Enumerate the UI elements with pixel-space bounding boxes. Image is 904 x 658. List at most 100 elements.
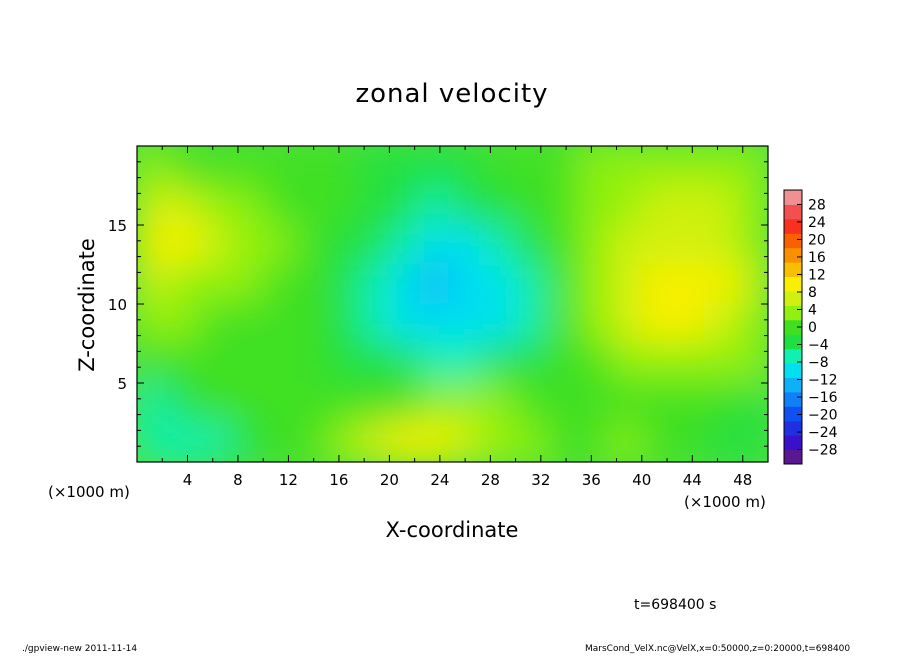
x-tick-label: 44 — [683, 471, 702, 489]
heatmap-cell — [419, 382, 454, 424]
heatmap-cell — [137, 263, 170, 305]
heatmap-cell — [546, 224, 580, 266]
heatmap-cell — [640, 342, 675, 384]
heatmap-cell — [137, 184, 170, 226]
colorbar-segment — [784, 218, 802, 234]
heatmap-cell — [735, 342, 768, 384]
heatmap-cell — [451, 342, 486, 384]
heatmap-cell — [672, 303, 706, 345]
colorbar-segment — [784, 262, 802, 278]
heatmap-cell — [167, 146, 202, 187]
heatmap-cell — [451, 303, 486, 345]
heatmap-cell — [199, 421, 233, 462]
x-tick-label: 48 — [733, 471, 752, 489]
heatmap-cell — [419, 303, 454, 345]
heatmap-cell — [356, 263, 391, 305]
heatmap-cell — [230, 342, 265, 384]
heatmap-cell — [356, 146, 391, 187]
heatmap-cell — [137, 342, 170, 384]
heatmap-cell — [514, 263, 549, 305]
colorbar-segment — [784, 449, 802, 465]
heatmap-cell — [230, 303, 265, 345]
heatmap-cell — [167, 303, 202, 345]
colorbar-segment — [784, 290, 802, 306]
x-tick-label: 4 — [183, 471, 193, 489]
heatmap-cell — [483, 224, 517, 266]
heatmap-cell — [672, 382, 706, 424]
colorbar-tick-label: 16 — [808, 250, 826, 266]
heatmap-cell — [577, 146, 612, 187]
heatmap-cell — [514, 224, 549, 266]
heatmap-cell — [609, 382, 643, 424]
heatmap-cell — [137, 146, 170, 187]
heatmap-cell — [514, 342, 549, 384]
heatmap-cell — [609, 342, 643, 384]
heatmap-cell — [325, 184, 359, 226]
x-tick-label: 28 — [481, 471, 500, 489]
colorbar-segment — [784, 204, 802, 220]
heatmap-cell — [230, 146, 265, 187]
heatmap-cell — [735, 382, 768, 424]
colorbar-tick-label: −28 — [808, 443, 838, 459]
heatmap-cell — [262, 263, 296, 305]
heatmap-cell — [419, 224, 454, 266]
heatmap-cell — [703, 263, 738, 305]
heatmap-cell — [356, 342, 391, 384]
heatmap-cell — [483, 421, 517, 462]
heatmap-cell — [199, 382, 233, 424]
y-axis-title: Z-coordinate — [75, 238, 99, 372]
colorbar-segment — [784, 391, 802, 407]
x-tick-label: 36 — [582, 471, 601, 489]
colorbar-tick-label: 20 — [808, 232, 826, 248]
colorbar-tick-label: −12 — [808, 373, 838, 389]
colorbar-tick-label: 8 — [808, 285, 817, 301]
colorbar-segment — [784, 190, 802, 205]
heatmap-cell — [137, 224, 170, 266]
heatmap-cell — [577, 224, 612, 266]
heatmap-cell — [546, 303, 580, 345]
heatmap-cell — [609, 263, 643, 305]
heatmap-cell — [388, 382, 422, 424]
heatmap-cell — [703, 224, 738, 266]
x-tick-label: 12 — [279, 471, 298, 489]
heatmap-cell — [514, 303, 549, 345]
heatmap-cell — [735, 184, 768, 226]
heatmap-cell — [230, 421, 265, 462]
heatmap-cell — [451, 382, 486, 424]
colorbar-tick-label: −20 — [808, 408, 838, 424]
heatmap-cell — [419, 342, 454, 384]
colorbar-segment — [784, 420, 802, 436]
heatmap-cell — [325, 342, 359, 384]
heatmap-cell — [419, 421, 454, 462]
colorbar-segment — [784, 435, 802, 451]
heatmap-cell — [167, 342, 202, 384]
heatmap-cell — [577, 184, 612, 226]
heatmap-cell — [167, 382, 202, 424]
heatmap-cell — [230, 224, 265, 266]
heatmap-cell — [325, 421, 359, 462]
heatmap-cell — [640, 224, 675, 266]
heatmap-cell — [703, 146, 738, 187]
heatmap-cell — [262, 224, 296, 266]
heatmap-cell — [609, 224, 643, 266]
heatmap-cell — [262, 184, 296, 226]
heatmap-cell — [735, 224, 768, 266]
chart-title: zonal velocity — [355, 79, 548, 109]
heatmap-cell — [230, 184, 265, 226]
colorbar-segment — [784, 363, 802, 378]
heatmap-cell — [640, 382, 675, 424]
colorbar-segment — [784, 377, 802, 393]
heatmap-cell — [293, 382, 328, 424]
heatmap-cell — [640, 263, 675, 305]
x-tick-label: 20 — [380, 471, 399, 489]
heatmap-cell — [293, 184, 328, 226]
heatmap-cell — [672, 263, 706, 305]
heatmap-cell — [388, 303, 422, 345]
heatmap-cell — [703, 421, 738, 462]
heatmap-cell — [293, 342, 328, 384]
heatmap-cell — [167, 421, 202, 462]
colorbar-segment — [784, 406, 802, 422]
heatmap-cell — [230, 263, 265, 305]
